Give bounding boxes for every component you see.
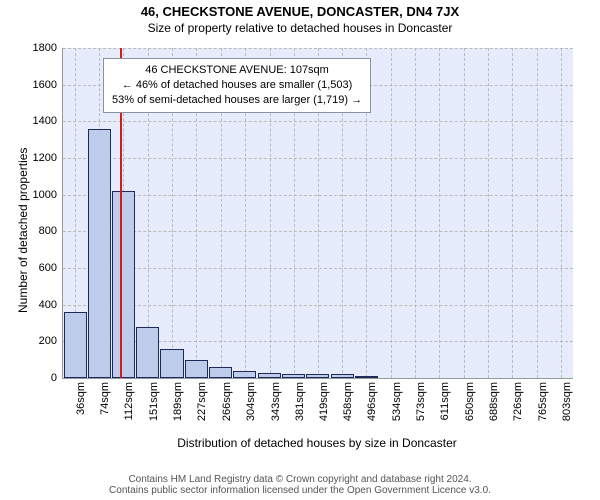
y-tick-label: 0 bbox=[51, 372, 63, 384]
histogram-bar bbox=[160, 349, 183, 378]
x-tick-label: 227sqm bbox=[196, 382, 208, 442]
x-tick-label: 573sqm bbox=[415, 382, 427, 442]
footer-line-1: Contains HM Land Registry data © Crown c… bbox=[0, 474, 600, 485]
x-tick-label: 151sqm bbox=[148, 382, 160, 442]
gridline-v bbox=[512, 48, 513, 378]
annotation-line: ← 46% of detached houses are smaller (1,… bbox=[112, 78, 362, 93]
y-tick-label: 1000 bbox=[33, 189, 63, 201]
histogram-bar bbox=[355, 376, 378, 378]
gridline-v bbox=[537, 48, 538, 378]
gridline-v bbox=[415, 48, 416, 378]
y-tick-label: 1200 bbox=[33, 152, 63, 164]
gridline-v bbox=[561, 48, 562, 378]
x-tick-label: 803sqm bbox=[561, 382, 573, 442]
histogram-bar bbox=[282, 374, 305, 378]
figure-root: { "title": "46, CHECKSTONE AVENUE, DONCA… bbox=[0, 0, 600, 500]
annotation-box: 46 CHECKSTONE AVENUE: 107sqm← 46% of det… bbox=[103, 58, 371, 113]
x-tick-label: 381sqm bbox=[294, 382, 306, 442]
gridline-v bbox=[391, 48, 392, 378]
x-tick-label: 688sqm bbox=[488, 382, 500, 442]
x-tick-label: 650sqm bbox=[464, 382, 476, 442]
annotation-line: 46 CHECKSTONE AVENUE: 107sqm bbox=[112, 63, 362, 78]
histogram-bar bbox=[88, 129, 111, 378]
gridline-v bbox=[464, 48, 465, 378]
footer-line-2: Contains public sector information licen… bbox=[0, 485, 600, 496]
y-tick-label: 200 bbox=[39, 335, 63, 347]
x-axis-label: Distribution of detached houses by size … bbox=[62, 436, 572, 450]
histogram-bar bbox=[331, 374, 354, 378]
x-tick-label: 36sqm bbox=[75, 382, 87, 442]
x-tick-label: 112sqm bbox=[123, 382, 135, 442]
histogram-bar bbox=[306, 374, 329, 378]
histogram-bar bbox=[258, 373, 281, 379]
histogram-bar bbox=[233, 371, 256, 378]
x-tick-label: 496sqm bbox=[366, 382, 378, 442]
y-tick-label: 1400 bbox=[33, 115, 63, 127]
histogram-bar bbox=[136, 327, 159, 378]
histogram-bar bbox=[209, 367, 232, 378]
x-tick-label: 765sqm bbox=[537, 382, 549, 442]
gridline-v bbox=[488, 48, 489, 378]
x-tick-label: 74sqm bbox=[99, 382, 111, 442]
x-tick-label: 189sqm bbox=[172, 382, 184, 442]
x-tick-label: 343sqm bbox=[270, 382, 282, 442]
y-tick-label: 1600 bbox=[33, 79, 63, 91]
y-tick-label: 800 bbox=[39, 225, 63, 237]
gridline-v bbox=[439, 48, 440, 378]
y-tick-label: 1800 bbox=[33, 42, 63, 54]
x-tick-label: 726sqm bbox=[512, 382, 524, 442]
histogram-bar bbox=[112, 191, 135, 378]
footer: Contains HM Land Registry data © Crown c… bbox=[0, 474, 600, 496]
annotation-line: 53% of semi-detached houses are larger (… bbox=[112, 93, 362, 108]
x-tick-label: 304sqm bbox=[245, 382, 257, 442]
x-tick-label: 266sqm bbox=[221, 382, 233, 442]
page-title: 46, CHECKSTONE AVENUE, DONCASTER, DN4 7J… bbox=[0, 0, 600, 19]
histogram-bar bbox=[64, 312, 87, 378]
y-axis-label: Number of detached properties bbox=[16, 148, 30, 313]
histogram-bar bbox=[185, 360, 208, 378]
x-tick-label: 611sqm bbox=[439, 382, 451, 442]
histogram-chart: 02004006008001000120014001600180036sqm74… bbox=[62, 48, 573, 379]
x-tick-label: 534sqm bbox=[391, 382, 403, 442]
x-tick-label: 419sqm bbox=[318, 382, 330, 442]
page-subtitle: Size of property relative to detached ho… bbox=[0, 19, 600, 35]
x-tick-label: 458sqm bbox=[342, 382, 354, 442]
y-tick-label: 600 bbox=[39, 262, 63, 274]
y-tick-label: 400 bbox=[39, 299, 63, 311]
